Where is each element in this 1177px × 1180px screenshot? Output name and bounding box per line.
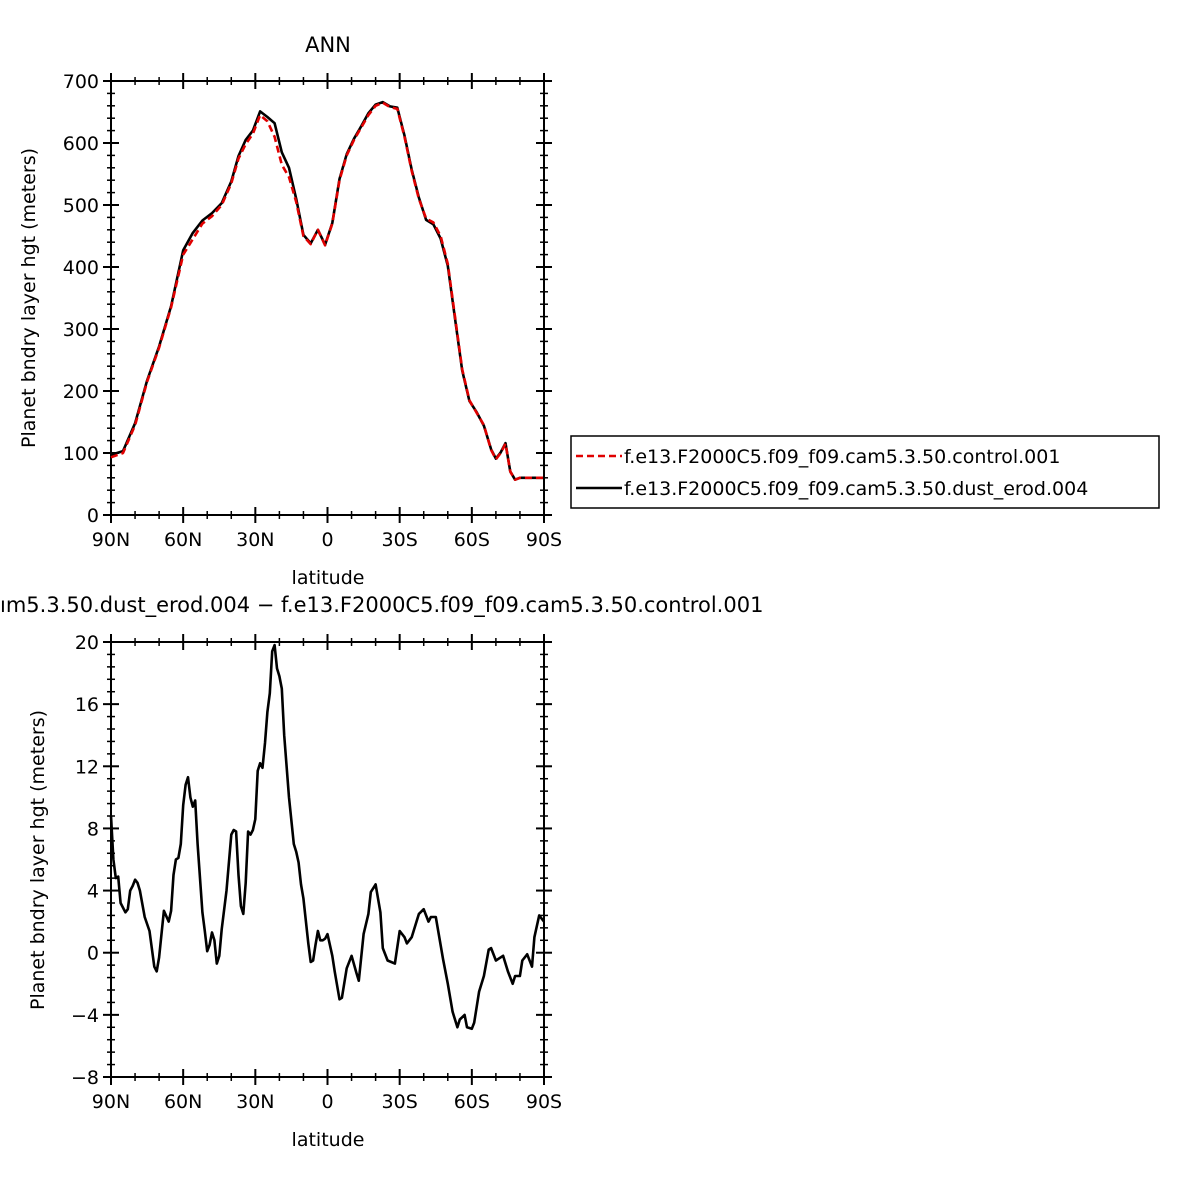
legend-label-dust: f.e13.F2000C5.f09_f09.cam5.3.50.dust_ero… [624, 478, 1088, 500]
series-line-1 [110, 100, 544, 482]
x-tick-label: 60N [164, 1091, 202, 1113]
x-tick-label: 90S [526, 529, 562, 551]
bottom-y-axis: −8 −4 0 4 8 12 16 20 [71, 632, 552, 1089]
x-tick-label: 90N [92, 1091, 130, 1113]
y-tick-label: 16 [75, 694, 99, 716]
bottom-x-axis-label: latitude [292, 1129, 365, 1151]
x-tick-label: 30N [236, 529, 274, 551]
bottom-x-axis: 90N 60N 30N 0 30S 60S 90S [92, 634, 562, 1113]
series-line-0 [110, 101, 544, 482]
x-tick-label: 0 [321, 529, 333, 551]
bottom-chart: ım5.3.50.dust_erod.004 − f.e13.F2000C5.f… [0, 593, 763, 1151]
y-tick-label: 12 [75, 756, 99, 778]
legend-label-control: f.e13.F2000C5.f09_f09.cam5.3.50.control.… [624, 446, 1060, 468]
x-tick-label: 30S [382, 1091, 418, 1113]
x-tick-label: 60S [454, 1091, 490, 1113]
y-tick-label: 400 [63, 257, 99, 279]
bottom-y-axis-label: Planet bndry layer hgt (meters) [27, 710, 49, 1010]
y-tick-label: 600 [63, 133, 99, 155]
top-y-axis: 0 100 200 300 400 500 600 700 [63, 71, 552, 527]
bottom-chart-title: ım5.3.50.dust_erod.004 − f.e13.F2000C5.f… [0, 593, 763, 618]
y-tick-label: 100 [63, 443, 99, 465]
bottom-series-lines [109, 643, 546, 1031]
x-tick-label: 0 [321, 1091, 333, 1113]
top-x-axis: 90N 60N 30N 0 30S 60S 90S [92, 73, 562, 551]
x-tick-label: 30S [382, 529, 418, 551]
top-chart: ANN 0 100 200 300 400 500 600 700 90N 60N 30N 0 30S… [18, 33, 1160, 589]
legend: f.e13.F2000C5.f09_f09.cam5.3.50.control.… [570, 435, 1160, 509]
legend-box [570, 435, 1160, 509]
y-tick-label: 8 [87, 818, 99, 840]
x-tick-label: 60S [454, 529, 490, 551]
series-line-0 [109, 643, 546, 1031]
y-tick-label: −8 [71, 1067, 99, 1089]
x-tick-label: 60N [164, 529, 202, 551]
y-tick-label: 4 [87, 881, 99, 903]
y-tick-label: 300 [63, 319, 99, 341]
x-tick-label: 30N [236, 1091, 274, 1113]
top-chart-title: ANN [305, 33, 351, 57]
x-tick-label: 90N [92, 529, 130, 551]
y-tick-label: −4 [71, 1005, 99, 1027]
y-tick-label: 0 [87, 943, 99, 965]
y-tick-label: 200 [63, 381, 99, 403]
top-series-lines [110, 100, 544, 482]
top-x-axis-label: latitude [292, 567, 365, 589]
x-tick-label: 90S [526, 1091, 562, 1113]
y-tick-label: 20 [75, 632, 99, 654]
y-tick-label: 700 [63, 71, 99, 93]
top-plot-frame [110, 80, 545, 516]
top-y-axis-label: Planet bndry layer hgt (meters) [18, 148, 40, 448]
y-tick-label: 500 [63, 195, 99, 217]
y-tick-label: 0 [87, 505, 99, 527]
